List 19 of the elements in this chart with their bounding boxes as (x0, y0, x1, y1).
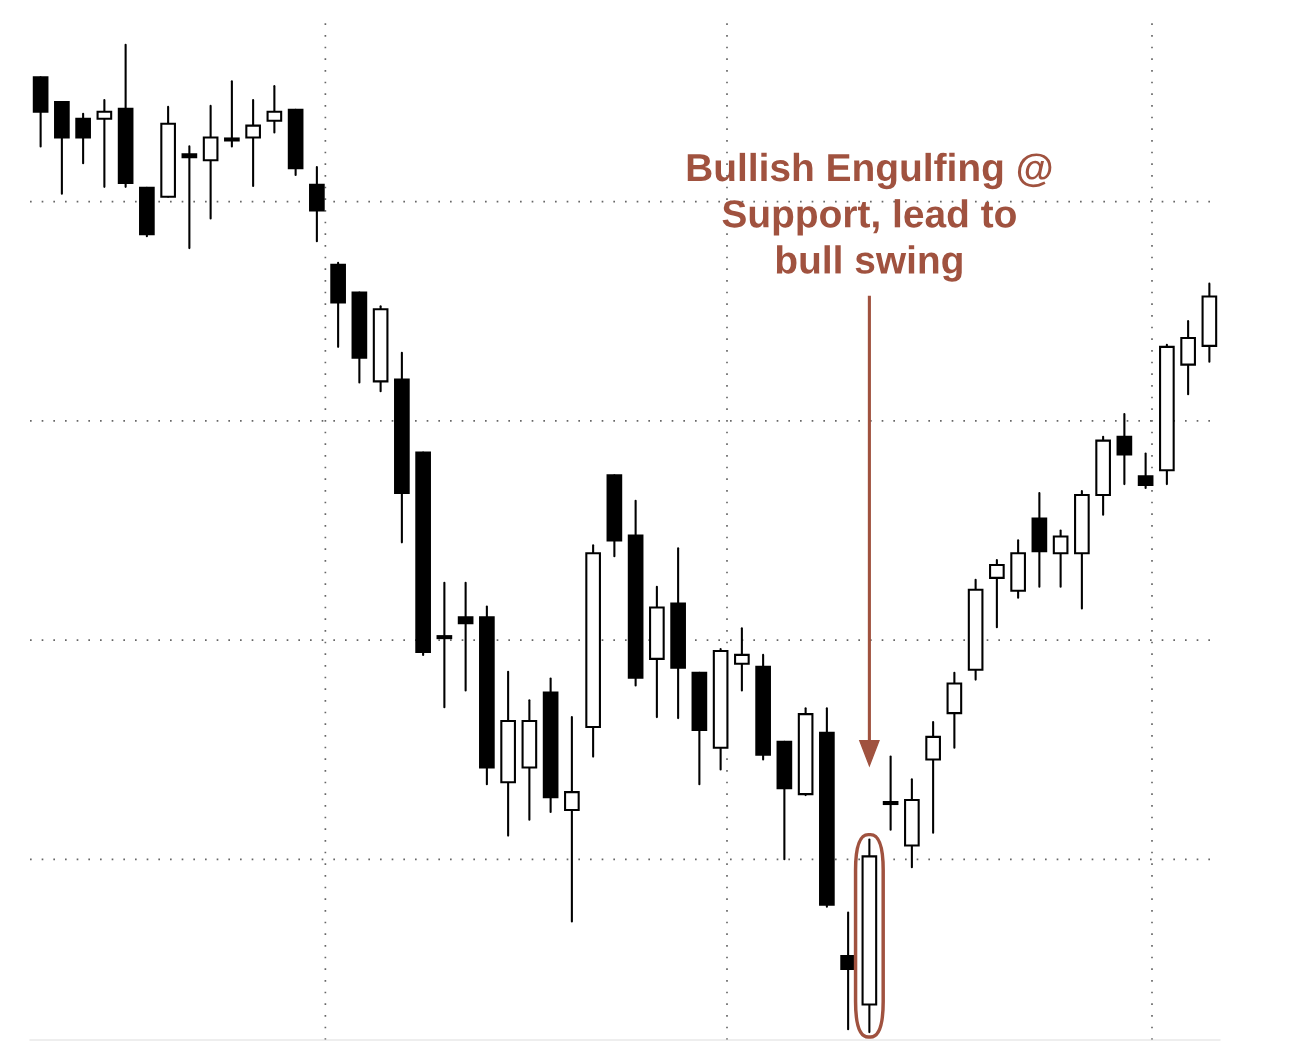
candlestick (266, 85, 283, 134)
annotation: Bullish Engulfing @ Support, lead to bull swing (687, 152, 1052, 282)
candlestick (989, 559, 1005, 629)
candlestick (925, 721, 941, 834)
candlestick (181, 145, 198, 250)
candlestick (224, 80, 240, 148)
candlestick (734, 627, 750, 692)
candlestick (245, 98, 261, 187)
candlestick (564, 716, 580, 923)
candlestick (75, 112, 91, 165)
candlestick (96, 98, 113, 188)
candlestick (1052, 529, 1069, 588)
candlestick (840, 911, 856, 1031)
candlestick (1137, 452, 1154, 490)
candlestick (202, 104, 219, 220)
candlestick (1116, 412, 1133, 486)
candlestick (436, 581, 453, 709)
candlestick (882, 755, 899, 831)
candlestick (457, 581, 474, 692)
